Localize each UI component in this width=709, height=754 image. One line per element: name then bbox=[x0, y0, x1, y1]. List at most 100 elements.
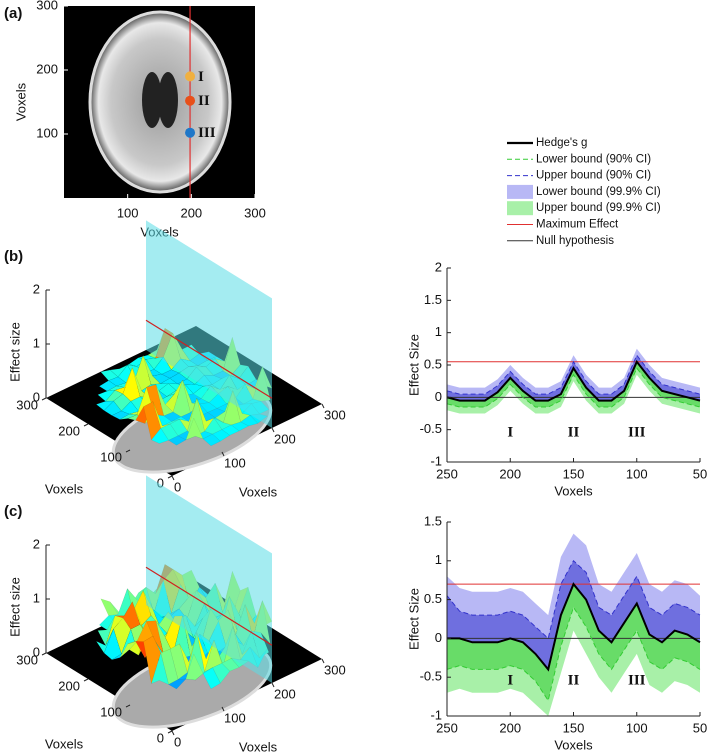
y-tick-label: 1.5 bbox=[424, 513, 442, 528]
y-tick-label: 200 bbox=[58, 423, 80, 438]
y-axis-label: Effect Size bbox=[406, 334, 421, 396]
x-tick-label: 200 bbox=[274, 431, 296, 446]
ventricle bbox=[142, 72, 162, 128]
surface-patch bbox=[97, 389, 116, 402]
surface-patch bbox=[202, 433, 221, 447]
x-axis-label: Voxels bbox=[239, 739, 278, 754]
x-tick-label: 50 bbox=[693, 466, 707, 481]
surface-patch bbox=[185, 653, 204, 681]
effect-line bbox=[446, 359, 701, 402]
y-tick bbox=[41, 652, 47, 656]
legend-label: Upper bound (99.9% CI) bbox=[536, 202, 661, 214]
y-tick bbox=[167, 730, 173, 734]
x-tick bbox=[321, 403, 325, 409]
y-tick-label: 1 bbox=[435, 552, 442, 567]
y-tick bbox=[125, 449, 131, 453]
y-tick-label: 200 bbox=[58, 678, 80, 693]
y-axis-label: Voxels bbox=[45, 736, 84, 751]
x-tick-label: 0 bbox=[174, 479, 181, 494]
surface-patch bbox=[119, 640, 138, 658]
y-tick bbox=[83, 423, 89, 427]
ci-fill bbox=[447, 355, 700, 401]
y-tick-label: 0.5 bbox=[424, 356, 442, 371]
y-axis-label: Voxels bbox=[45, 481, 84, 496]
y-axis-label: Voxels bbox=[13, 82, 28, 121]
y-tick-label: 100 bbox=[36, 125, 58, 140]
annotation: III bbox=[628, 673, 646, 689]
y-tick-label: -1 bbox=[430, 707, 442, 722]
x-tick-label: 250 bbox=[436, 720, 458, 735]
x-tick bbox=[271, 682, 275, 688]
y-tick bbox=[83, 678, 89, 682]
legend-label: Hedge's g bbox=[536, 137, 587, 149]
point bbox=[185, 95, 196, 106]
legend-swatch bbox=[507, 201, 533, 216]
legend-label: Upper bound (90% CI) bbox=[536, 170, 651, 182]
ci-line bbox=[446, 354, 701, 395]
surface-patch bbox=[158, 383, 177, 397]
point bbox=[185, 127, 196, 138]
y-axis-label: Effect Size bbox=[406, 588, 421, 650]
x-tick bbox=[221, 706, 225, 712]
y-tick-label: 100 bbox=[100, 704, 122, 719]
y-tick-label: 1 bbox=[435, 324, 442, 339]
surface-patch bbox=[127, 640, 146, 659]
z-tick-label: 0 bbox=[33, 389, 40, 404]
surface-patch bbox=[95, 400, 114, 411]
y-tick bbox=[125, 704, 131, 708]
y-tick-label: 300 bbox=[16, 397, 38, 412]
y-tick-label: -1 bbox=[430, 453, 442, 468]
surface-patch bbox=[100, 598, 119, 616]
y-tick-label: 1.5 bbox=[424, 292, 442, 307]
y-tick-label: 0 bbox=[157, 475, 164, 490]
cut-plane bbox=[146, 220, 272, 428]
y-tick-label: 300 bbox=[16, 652, 38, 667]
panel-label: (a) bbox=[4, 5, 22, 22]
annotation: II bbox=[568, 673, 580, 689]
ventricle bbox=[158, 72, 178, 128]
z-tick-label: 2 bbox=[33, 536, 40, 551]
annotation: III bbox=[628, 424, 646, 440]
x-tick-label: 200 bbox=[274, 686, 296, 701]
z-tick-label: 2 bbox=[33, 281, 40, 296]
z-axis-label: Effect size bbox=[7, 322, 22, 382]
ci-fill bbox=[447, 560, 700, 670]
surface-patch bbox=[151, 427, 169, 444]
point-label: II bbox=[198, 93, 210, 109]
x-tick bbox=[171, 475, 175, 481]
x-tick-label: 200 bbox=[180, 205, 202, 220]
x-tick-label: 300 bbox=[324, 662, 346, 677]
x-tick bbox=[321, 658, 325, 664]
surface-patch bbox=[196, 398, 215, 432]
point-label: I bbox=[198, 69, 204, 85]
y-tick-label: 0 bbox=[435, 389, 442, 404]
surface-patch bbox=[185, 417, 204, 441]
x-tick bbox=[171, 730, 175, 736]
ci-band bbox=[447, 361, 700, 414]
legend-label: Lower bound (90% CI) bbox=[536, 153, 651, 165]
annotation: I bbox=[507, 424, 513, 440]
legend-swatch bbox=[507, 184, 533, 199]
x-tick-label: 100 bbox=[626, 466, 648, 481]
x-tick-label: 200 bbox=[499, 720, 521, 735]
x-tick bbox=[221, 451, 225, 457]
x-tick-label: 300 bbox=[324, 407, 346, 422]
y-tick-label: 300 bbox=[36, 0, 58, 12]
ci-line bbox=[446, 606, 701, 702]
surface-patch bbox=[111, 410, 130, 420]
point bbox=[185, 71, 196, 82]
legend-label: Lower bound (99.9% CI) bbox=[536, 186, 661, 198]
x-axis-label: Voxels bbox=[554, 483, 593, 498]
y-tick-label: 0.5 bbox=[424, 591, 442, 606]
effect-line bbox=[447, 582, 701, 672]
point-label: III bbox=[198, 125, 216, 141]
surface-patch bbox=[202, 667, 221, 690]
max-effect-line bbox=[145, 566, 273, 646]
legend-label: Null hypothesis bbox=[536, 235, 614, 247]
y-tick-label: 100 bbox=[100, 449, 122, 464]
y-tick bbox=[41, 397, 47, 401]
x-tick-label: 250 bbox=[436, 466, 458, 481]
annotation: II bbox=[568, 424, 580, 440]
x-tick-label: 100 bbox=[224, 455, 246, 470]
